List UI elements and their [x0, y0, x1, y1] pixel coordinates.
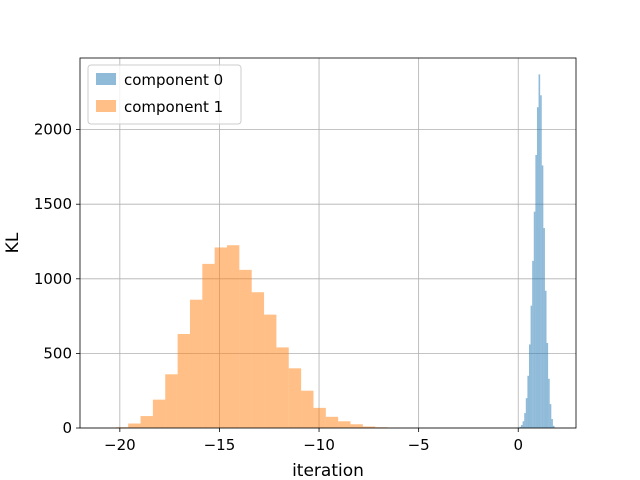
histogram-bar	[532, 260, 534, 428]
histogram-bar	[128, 423, 141, 428]
histogram-bar	[552, 425, 555, 428]
series-1-bars	[115, 245, 400, 428]
histogram-bar	[239, 269, 252, 428]
histogram-bar	[276, 347, 289, 428]
histogram-bar	[536, 107, 539, 428]
histogram-bar	[541, 165, 544, 428]
x-tick-label: −15	[204, 436, 236, 454]
y-tick-label: 1000	[34, 270, 72, 288]
y-tick-label: 500	[43, 344, 72, 362]
legend-swatch-component-1	[96, 100, 116, 112]
series-0-bars	[516, 74, 557, 429]
x-tick-label: 0	[513, 436, 523, 454]
legend-frame	[87, 64, 242, 125]
histogram-bar	[251, 292, 265, 428]
histogram-bar	[540, 95, 542, 428]
y-axis-label: KL	[3, 232, 23, 253]
legend-label-component-1: component 1	[124, 98, 223, 116]
histogram-bar	[189, 299, 203, 428]
histogram-bar	[152, 399, 166, 428]
legend-label-component-0: component 0	[124, 71, 223, 89]
histogram-bar	[350, 424, 363, 428]
histogram-bar	[535, 154, 537, 428]
histogram-bar	[301, 390, 314, 428]
histogram-bar	[551, 419, 553, 428]
x-tick-label: −5	[408, 436, 430, 454]
histogram-bar	[325, 416, 339, 428]
histogram-bar	[533, 211, 536, 428]
histogram-bar	[546, 342, 549, 428]
plot-frame	[79, 57, 577, 429]
legend-swatch-component-0	[96, 73, 116, 85]
histogram-bar	[519, 426, 522, 428]
histogram-bar	[527, 375, 529, 428]
histogram-bar	[214, 247, 228, 428]
histogram-bar	[338, 421, 351, 428]
histogram-bars	[115, 74, 557, 429]
histogram-bar	[362, 426, 376, 428]
y-tick-label: 1500	[34, 195, 72, 213]
histogram-bar	[313, 407, 326, 428]
histogram-bar	[530, 305, 533, 428]
histogram-bar	[525, 398, 528, 428]
histogram-bar	[548, 378, 550, 428]
histogram-bar	[543, 228, 545, 428]
histogram-bar	[549, 404, 552, 428]
x-axis-ticks: −20 −15 −10 −5 0	[104, 428, 523, 454]
legend: component 0 component 1	[87, 64, 242, 125]
x-axis-label: iteration	[292, 461, 364, 480]
y-tick-label: 2000	[34, 121, 72, 139]
x-tick-label: −20	[104, 436, 136, 454]
histogram-bar	[288, 368, 302, 428]
histogram-bar	[177, 334, 190, 428]
y-tick-label: 0	[62, 419, 72, 437]
histogram-bar	[524, 413, 526, 428]
histogram-bar	[227, 245, 240, 428]
histogram-bar	[538, 74, 541, 429]
histogram-bar	[522, 421, 525, 428]
x-tick-label: −10	[303, 436, 335, 454]
histogram-bar	[544, 290, 547, 428]
y-axis-ticks: 0 500 1000 1500 2000	[34, 121, 80, 437]
histogram-bar	[202, 263, 215, 428]
histogram-bar	[165, 374, 178, 428]
histogram-bar	[264, 314, 277, 428]
histogram-bar	[521, 425, 523, 428]
histogram-bar	[528, 344, 531, 428]
histogram-bar	[140, 416, 153, 428]
